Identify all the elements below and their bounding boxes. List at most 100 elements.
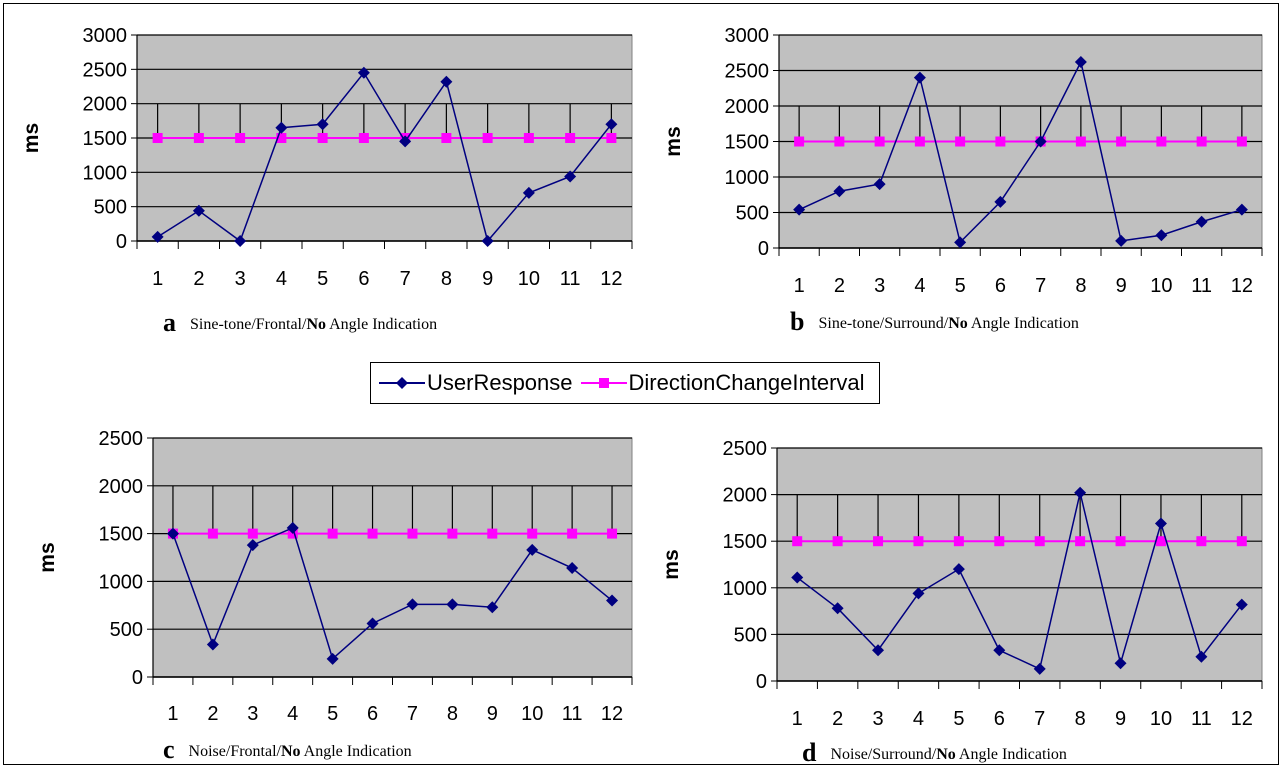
y-tick-label: 2000 — [723, 485, 768, 507]
y-tick-label: 2000 — [99, 476, 144, 498]
panel-letter-a: a — [163, 308, 176, 337]
x-tick-label: 1 — [152, 268, 163, 290]
point-directionchangeinterval — [565, 133, 576, 143]
y-tick-label: 0 — [756, 671, 767, 693]
x-tick-label: 6 — [367, 703, 378, 725]
point-userresponse — [1074, 486, 1087, 499]
x-tick-label: 11 — [560, 268, 581, 290]
panel-letter-d: d — [802, 738, 817, 767]
legend-marker-square — [580, 378, 627, 388]
point-userresponse — [952, 563, 965, 576]
point-userresponse — [912, 587, 925, 600]
x-tick-label: 4 — [913, 708, 924, 730]
y-tick-label: 2500 — [723, 438, 768, 460]
point-userresponse — [1115, 234, 1128, 247]
x-tick-label: 7 — [400, 268, 411, 290]
x-tick-label: 8 — [447, 703, 458, 725]
legend-label-userresponse: UserResponse — [427, 370, 573, 395]
point-directionchangeinterval — [874, 136, 885, 147]
x-tick-label: 6 — [358, 268, 369, 290]
point-directionchangeinterval — [1196, 536, 1207, 547]
point-userresponse — [564, 170, 577, 183]
point-directionchangeinterval — [994, 536, 1005, 547]
point-userresponse — [406, 598, 419, 611]
point-userresponse — [357, 66, 370, 79]
x-tick-label: 12 — [1231, 708, 1253, 730]
point-userresponse — [1235, 203, 1248, 216]
x-tick-label: 6 — [994, 708, 1005, 730]
point-userresponse — [166, 527, 179, 540]
point-directionchangeinterval — [1116, 136, 1127, 147]
x-tick-label: 9 — [487, 703, 498, 725]
x-tick-label: 10 — [521, 703, 543, 725]
y-tick-label: 2000 — [83, 94, 128, 116]
y-tick-label: 2500 — [725, 61, 770, 83]
point-userresponse — [246, 539, 259, 552]
point-userresponse — [954, 236, 967, 249]
point-userresponse — [275, 121, 288, 134]
point-userresponse — [793, 203, 806, 216]
y-tick-label: 1500 — [83, 128, 128, 150]
point-directionchangeinterval — [441, 133, 452, 143]
point-userresponse — [1195, 215, 1208, 228]
point-userresponse — [526, 543, 539, 556]
y-tick-label: 0 — [132, 667, 143, 689]
point-userresponse — [994, 195, 1007, 208]
x-tick-label: 8 — [1075, 275, 1086, 297]
point-userresponse — [833, 185, 846, 198]
point-directionchangeinterval — [873, 536, 884, 547]
x-tick-label: 5 — [327, 703, 338, 725]
series-line-userresponse — [798, 59, 1243, 244]
point-directionchangeinterval — [327, 528, 338, 539]
x-tick-label: 6 — [995, 275, 1006, 297]
point-directionchangeinterval — [1075, 536, 1086, 547]
point-directionchangeinterval — [317, 133, 328, 143]
point-directionchangeinterval — [1115, 536, 1126, 547]
x-tick-label: 11 — [1191, 275, 1212, 297]
point-directionchangeinterval — [407, 528, 418, 539]
y-tick-label: 500 — [110, 619, 143, 641]
x-tick-label: 8 — [441, 268, 452, 290]
point-userresponse — [192, 204, 205, 217]
point-userresponse — [399, 135, 412, 148]
caption-c: c Noise/Frontal/No Angle Indication — [163, 735, 412, 764]
x-tick-label: 4 — [276, 268, 287, 290]
point-directionchangeinterval — [1075, 136, 1086, 147]
x-tick-label: 3 — [247, 703, 258, 725]
y-tick-label: 1000 — [83, 162, 128, 184]
point-directionchangeinterval — [1196, 136, 1207, 147]
x-tick-label: 9 — [1116, 275, 1127, 297]
x-tick-label: 9 — [482, 268, 493, 290]
point-directionchangeinterval — [1236, 136, 1247, 147]
x-tick-label: 12 — [600, 268, 622, 290]
point-directionchangeinterval — [358, 133, 369, 143]
point-directionchangeinterval — [276, 133, 287, 143]
point-userresponse — [1235, 598, 1248, 611]
x-tick-label: 5 — [955, 275, 966, 297]
point-userresponse — [1114, 657, 1127, 670]
point-directionchangeinterval — [1034, 536, 1045, 547]
x-tick-label: 7 — [407, 703, 418, 725]
panel-letter-c: c — [163, 735, 175, 764]
point-userresponse — [326, 652, 339, 665]
point-userresponse — [234, 235, 247, 247]
x-tick-label: 1 — [794, 275, 805, 297]
y-tick-label: 3000 — [725, 25, 770, 47]
x-tick-label: 2 — [193, 268, 204, 290]
point-directionchangeinterval — [367, 528, 378, 539]
x-tick-label: 11 — [1191, 708, 1212, 730]
legend-marker-diamond — [379, 377, 425, 389]
point-directionchangeinterval — [207, 528, 218, 539]
x-tick-label: 3 — [874, 275, 885, 297]
point-userresponse — [831, 602, 844, 615]
y-tick-label: 1000 — [725, 167, 770, 189]
x-tick-label: 1 — [167, 703, 178, 725]
point-directionchangeinterval — [834, 136, 845, 147]
x-tick-label: 3 — [872, 708, 883, 730]
point-directionchangeinterval — [152, 133, 163, 143]
y-axis-label: ms — [662, 126, 685, 156]
point-userresponse — [481, 235, 494, 247]
